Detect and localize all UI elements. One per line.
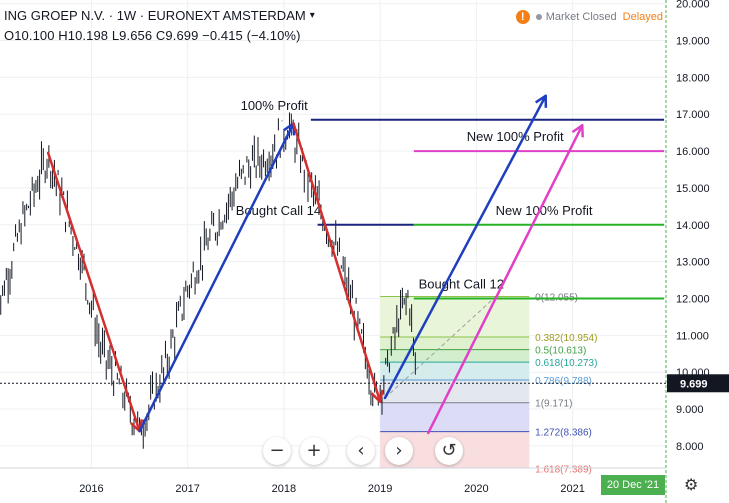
chevron-down-icon[interactable]: ▾	[309, 10, 315, 21]
swing-line-red	[292, 122, 382, 403]
ohlc-values: O10.100 H10.198 L9.656 C9.699 −0.415 (−4…	[4, 28, 301, 43]
price-axis-bg	[666, 0, 729, 503]
x-tick-label: 2020	[464, 483, 488, 495]
reset-chart-button[interactable]: ↺	[435, 437, 463, 465]
swing-lines	[46, 94, 584, 435]
chart-header: ING GROEP N.V. · 1W · EURONEXT AMSTERDAM…	[4, 8, 315, 44]
fib-zone	[380, 337, 530, 350]
zoom-in-button[interactable]: +	[300, 437, 328, 465]
level-label: 100% Profit	[241, 98, 309, 113]
level-lines: 100% Profit New 100% Profit Bought Call 14…	[0, 98, 666, 384]
y-tick-label: 17.000	[676, 109, 710, 121]
level-label: New 100% Profit	[496, 203, 593, 218]
level-label: Bought Call 14	[236, 203, 321, 218]
level-label: Bought Call 12	[419, 276, 504, 291]
y-tick-label: 15.000	[676, 183, 710, 195]
arrowhead	[370, 389, 384, 403]
x-tick-label: 2018	[272, 483, 296, 495]
zoom-out-button[interactable]: −	[263, 437, 291, 465]
last-price-badge	[667, 374, 729, 393]
fib-level-label: 1.272(8.386)	[535, 428, 592, 439]
fib-zone	[380, 349, 530, 363]
y-tick-label: 18.000	[676, 72, 710, 84]
swing-line-blue	[383, 94, 547, 400]
warning-icon[interactable]: !	[515, 10, 530, 24]
swing-line-red	[46, 151, 141, 433]
y-tick-label: 16.000	[676, 146, 710, 158]
price-bars	[0, 112, 416, 449]
last-price-label: 9.699	[680, 378, 708, 390]
date-badge[interactable]: 20 Dec '21	[601, 475, 665, 495]
market-closed-label: Market Closed	[545, 11, 617, 23]
arrowhead	[534, 94, 548, 108]
fib-level-label: 0.618(10.273)	[535, 358, 597, 369]
fib-zone	[380, 362, 530, 381]
fib-zone	[380, 296, 530, 338]
x-tick-label: 2019	[368, 483, 392, 495]
y-tick-label: 13.000	[676, 257, 710, 269]
scroll-back-button[interactable]: ‹	[347, 437, 375, 465]
arrowhead	[571, 124, 584, 138]
status-dot-icon	[535, 14, 542, 20]
x-tick-label: 2016	[79, 483, 103, 495]
y-tick-label: 19.000	[676, 36, 710, 48]
level-label: New 100% Profit	[467, 129, 564, 144]
delayed-label: Delayed	[622, 11, 663, 23]
y-tick-label: 8.000	[676, 441, 704, 453]
x-tick-label: 2017	[175, 483, 199, 495]
y-tick-label: 9.000	[676, 404, 704, 416]
fib-level-label: 0.382(10.954)	[535, 333, 597, 344]
fib-level-label: 1(9.171)	[535, 399, 572, 410]
fib-level-label: 0.786(9.788)	[535, 376, 592, 387]
chart-grid	[0, 0, 666, 468]
y-tick-label: 12.000	[676, 293, 710, 305]
market-status: ! Market Closed Delayed	[515, 10, 663, 24]
y-tick-label: 20.000	[676, 0, 710, 11]
fib-level-label: 0.5(10.613)	[535, 346, 586, 357]
scroll-forward-button[interactable]: ›	[385, 437, 413, 465]
y-tick-label: 11.000	[676, 330, 709, 342]
fib-zone	[380, 402, 530, 432]
fib-zone	[380, 380, 530, 403]
swing-line-blue	[138, 122, 295, 433]
symbol-title[interactable]: ING GROEP N.V. · 1W · EURONEXT AMSTERDAM	[4, 8, 306, 23]
y-tick-label: 14.000	[676, 220, 710, 232]
x-tick-label: 2021	[560, 483, 584, 495]
gear-icon[interactable]: ⚙	[684, 475, 699, 494]
fib-level-label: 1.618(7.389)	[535, 464, 592, 475]
swing-line-magenta	[427, 124, 584, 435]
